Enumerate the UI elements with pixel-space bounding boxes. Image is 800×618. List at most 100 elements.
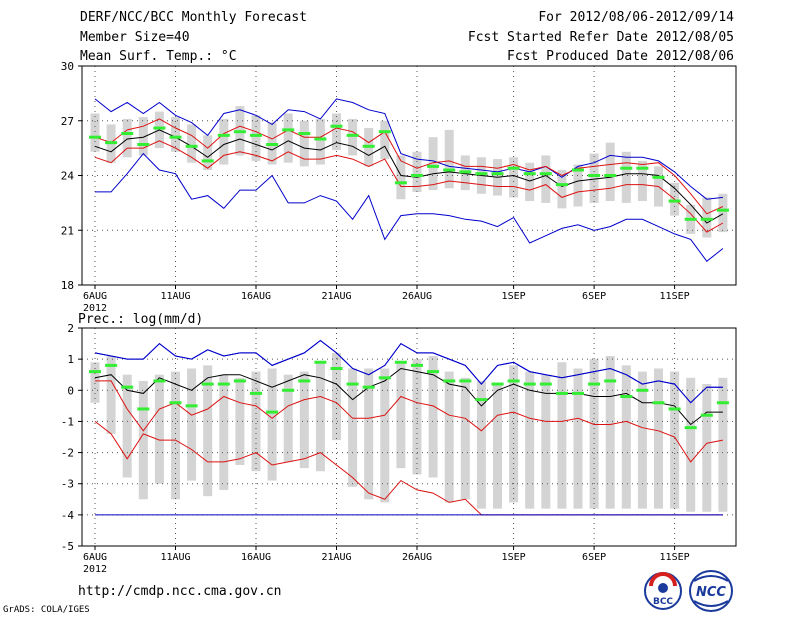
spread-bar — [573, 164, 583, 207]
spread-bar — [251, 115, 261, 161]
x-tick-label: 26AUG — [402, 552, 432, 563]
spread-bar — [621, 151, 631, 203]
spread-bar — [654, 368, 663, 509]
best-estimate-dash — [459, 379, 472, 383]
y-tick-label: 0 — [67, 384, 74, 397]
spread-bar — [380, 368, 390, 503]
best-estimate-dash — [555, 183, 568, 187]
x-tick-label: 16AUG — [241, 552, 271, 563]
x-tick-label: 6AUG — [83, 552, 107, 563]
best-estimate-dash — [507, 166, 520, 170]
best-estimate-dash — [427, 370, 440, 374]
best-estimate-dash — [443, 168, 456, 172]
spread-bar — [171, 371, 180, 500]
x-tick-label: 6SEP — [582, 291, 606, 302]
best-estimate-dash — [716, 208, 729, 212]
spread-bar — [605, 142, 615, 202]
best-estimate-dash — [572, 391, 584, 395]
spread-bar — [315, 118, 325, 165]
ensemble-mean-line — [94, 129, 724, 224]
inner-high-line — [94, 339, 723, 404]
spread-bar — [219, 118, 229, 165]
spread-bar — [718, 193, 728, 233]
spread-bar — [557, 362, 567, 509]
ensemble-mean-line — [94, 367, 723, 426]
best-estimate-dash — [652, 175, 665, 179]
spread-bar — [557, 170, 567, 209]
spread-bar — [348, 118, 358, 156]
spread-bar — [332, 352, 341, 441]
best-estimate-dash — [700, 217, 713, 221]
spread-bar — [187, 124, 197, 163]
spread-bar — [90, 362, 100, 403]
best-estimate-dash — [330, 124, 343, 128]
x-tick-label: 1SEP — [502, 552, 526, 563]
x-tick-label: 1SEP — [502, 291, 526, 302]
best-estimate-dash — [523, 172, 536, 176]
bcc-logo: BCC — [643, 571, 683, 611]
best-estimate-dash — [201, 382, 214, 386]
best-estimate-dash — [362, 385, 375, 389]
inner-low-line — [94, 140, 724, 233]
grads-credit: GrADS: COLA/IGES — [3, 605, 90, 615]
y-tick-label: -4 — [61, 509, 75, 522]
best-estimate-dash — [620, 395, 633, 399]
best-estimate-dash — [121, 385, 134, 389]
spread-bar — [718, 377, 728, 512]
best-estimate-dash — [250, 391, 262, 395]
best-estimate-dash — [684, 217, 697, 221]
best-estimate-dash — [539, 382, 552, 386]
spread-bar — [235, 377, 245, 466]
best-estimate-dash — [137, 407, 150, 411]
spread-bar — [460, 377, 470, 500]
x-tick-label: 6AUG — [83, 291, 107, 302]
best-estimate-dash — [153, 379, 166, 383]
y-tick-label: 27 — [61, 115, 74, 128]
best-estimate-dash — [153, 126, 166, 130]
spread-bar — [525, 371, 535, 509]
best-estimate-dash — [346, 382, 359, 386]
best-estimate-dash — [89, 135, 101, 139]
spread-bar — [171, 117, 180, 152]
best-estimate-dash — [378, 130, 391, 134]
best-estimate-dash — [314, 137, 327, 141]
best-estimate-dash — [362, 144, 375, 148]
spread-bar — [364, 368, 374, 500]
spread-bar — [541, 155, 551, 203]
spread-bar — [525, 162, 535, 202]
best-estimate-dash — [604, 379, 617, 383]
y-tick-label: -2 — [61, 447, 74, 460]
spread-bar — [299, 120, 309, 167]
best-estimate-dash — [572, 168, 584, 172]
best-estimate-dash — [491, 382, 504, 386]
best-estimate-dash — [459, 170, 472, 174]
spread-bar — [702, 197, 712, 238]
x-tick-label: 11SEP — [660, 291, 690, 302]
best-estimate-dash — [411, 174, 423, 177]
prec-panel-title: Prec.: log(mm/d) — [78, 312, 203, 327]
best-estimate-dash — [233, 130, 246, 134]
best-estimate-dash — [89, 370, 101, 374]
best-estimate-dash — [507, 379, 520, 383]
source-url[interactable]: http://cmdp.ncc.cma.gov.cn — [78, 584, 282, 599]
y-tick-label: 18 — [61, 279, 74, 292]
x-tick-label: 11AUG — [160, 291, 190, 302]
best-estimate-dash — [201, 159, 214, 163]
spread-bar — [621, 365, 631, 509]
spread-bar — [493, 384, 502, 509]
best-estimate-dash — [523, 382, 536, 386]
best-estimate-dash — [604, 174, 617, 177]
y-tick-label: 30 — [61, 60, 74, 73]
spread-bar — [203, 135, 213, 171]
best-estimate-dash — [555, 391, 568, 395]
y-tick-label: -1 — [61, 415, 74, 428]
spread-bar — [444, 129, 454, 189]
spread-bar — [187, 368, 197, 481]
spread-bar — [251, 371, 261, 472]
spread-bar — [203, 365, 213, 497]
spread-bar — [396, 362, 406, 469]
best-estimate-dash — [217, 382, 230, 386]
spread-bar — [637, 160, 647, 202]
